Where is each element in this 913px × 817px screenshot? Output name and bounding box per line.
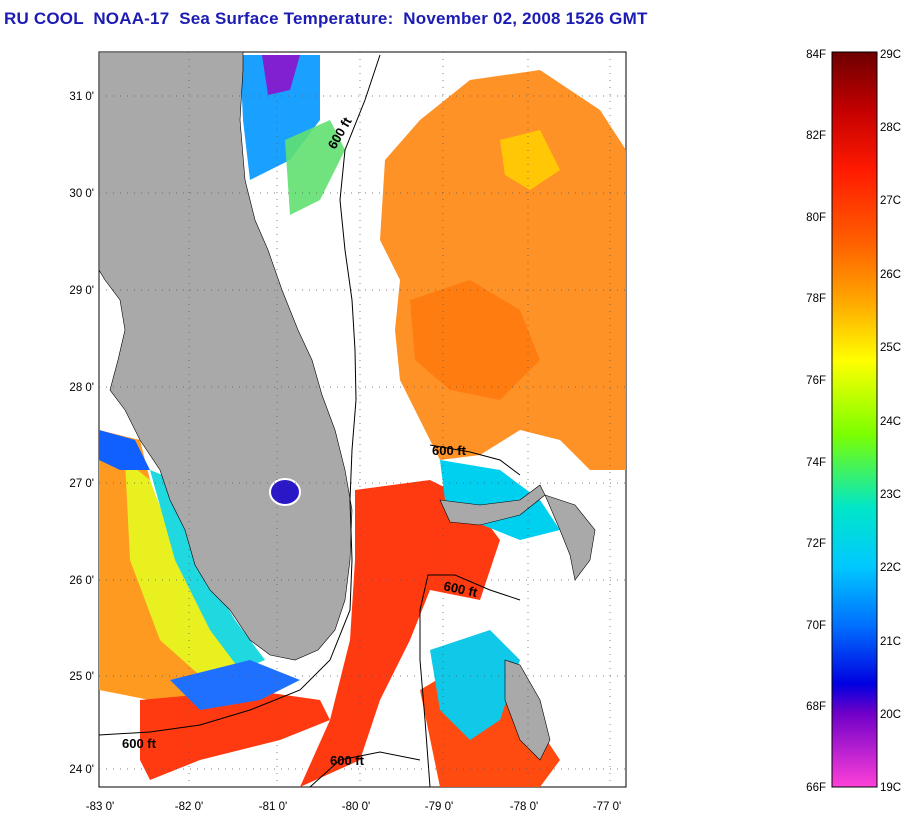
colorbar-c-label: 25C	[880, 342, 901, 354]
lat-tick-label: 31 0'	[69, 91, 94, 103]
lat-tick-label: 27 0'	[69, 478, 94, 490]
colorbar-f-label: 84F	[806, 49, 826, 61]
sst-bahamas-cyan-south	[430, 630, 520, 740]
contour-label-bahamas: 600 ft	[432, 443, 467, 458]
lon-tick-label: -83 0'	[86, 801, 114, 813]
colorbar-f-label: 76F	[806, 375, 826, 387]
sst-warm-offshore-patch	[410, 280, 540, 400]
lake-okeechobee	[269, 478, 301, 506]
lon-tick-label: -82 0'	[175, 801, 203, 813]
colorbar-c-label: 23C	[880, 489, 901, 501]
lat-tick-label: 24 0'	[69, 764, 94, 776]
lon-tick-label: -80 0'	[342, 801, 370, 813]
sst-purple-north	[262, 55, 300, 95]
colorbar-f-label: 80F	[806, 212, 826, 224]
lon-tick-label: -77 0'	[593, 801, 621, 813]
contour-label-keys: 600 ft	[122, 736, 157, 751]
colorbar-f-label: 78F	[806, 293, 826, 305]
contour-600ft-bahamas	[429, 444, 521, 476]
sst-warm-offshore	[380, 70, 626, 470]
colorbar-c-label: 22C	[880, 562, 901, 574]
colorbar-c-label: 28C	[880, 122, 901, 134]
contour-label-tongue: 600 ft	[442, 578, 479, 600]
sst-keys-blue	[170, 660, 300, 710]
andros-island	[504, 659, 551, 761]
map-title: RU COOL NOAA-17 Sea Surface Temperature:…	[4, 9, 648, 28]
colorbar-c-label: 29C	[880, 49, 901, 61]
sst-data-layer	[99, 55, 626, 787]
sst-gulfstream-red	[300, 480, 500, 787]
florida-landmass	[98, 51, 353, 661]
contour-600ft-keys	[309, 751, 421, 788]
contour-600ft-tongue	[419, 574, 521, 788]
sst-yellow-patch	[500, 130, 560, 190]
colorbar-f-label: 74F	[806, 457, 826, 469]
colorbar-c-label: 24C	[880, 416, 901, 428]
colorbar-f-label: 68F	[806, 701, 826, 713]
lat-tick-label: 28 0'	[69, 382, 94, 394]
contour-600ft-east	[98, 54, 381, 736]
contour-label-south: 600 ft	[330, 753, 365, 768]
colorbar-c-label: 21C	[880, 636, 901, 648]
colorbar-f-label: 82F	[806, 130, 826, 142]
lat-tick-label: 29 0'	[69, 285, 94, 297]
sst-gulf-blue	[99, 430, 150, 470]
colorbar	[831, 51, 878, 788]
colorbar-c-label: 19C	[880, 782, 901, 794]
sst-gulf-cyan	[150, 470, 265, 670]
colorbar-f-label: 66F	[806, 782, 826, 794]
colorbar-c-label: 20C	[880, 709, 901, 721]
sst-green-north	[285, 120, 345, 215]
colorbar-f-label: 70F	[806, 620, 826, 632]
sst-keys-red	[140, 690, 330, 780]
lat-tick-label: 30 0'	[69, 188, 94, 200]
lon-tick-label: -79 0'	[425, 801, 453, 813]
abaco-island	[544, 494, 596, 581]
lat-tick-label: 25 0'	[69, 671, 94, 683]
colorbar-c-label: 27C	[880, 195, 901, 207]
lat-tick-label: 26 0'	[69, 575, 94, 587]
colorbar-f-label: 72F	[806, 538, 826, 550]
colorbar-c-label: 26C	[880, 269, 901, 281]
sst-cool-north	[240, 55, 320, 180]
lon-tick-label: -81 0'	[259, 801, 287, 813]
lon-tick-label: -78 0'	[510, 801, 538, 813]
